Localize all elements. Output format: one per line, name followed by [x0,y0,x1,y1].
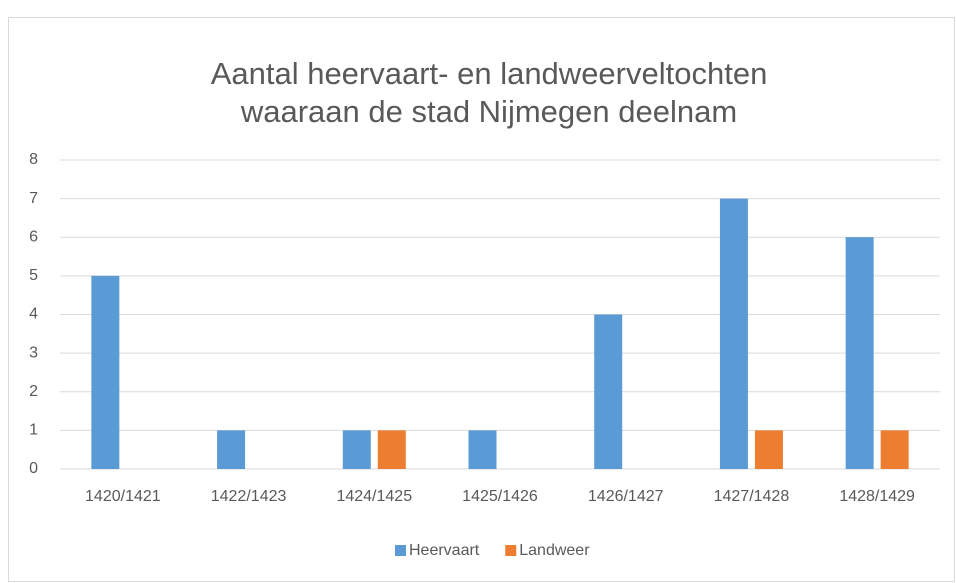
chart-border [8,17,955,582]
x-tick-label: 1428/1429 [839,488,915,505]
bar [754,430,783,469]
legend-swatch [395,545,406,556]
bar [377,430,406,469]
bar [342,430,371,469]
bar [468,430,497,469]
bar [91,275,120,469]
chart-title: Aantal heervaart- en landweerveltochten [211,56,768,91]
x-tick-label: 1422/1423 [211,488,287,505]
y-tick-label: 8 [29,151,38,168]
bar [845,237,874,469]
y-tick-label: 6 [29,228,38,245]
y-tick-label: 1 [29,422,38,439]
bar [880,430,909,469]
y-tick-label: 5 [29,267,38,284]
bar [217,430,246,469]
x-tick-label: 1427/1428 [714,488,790,505]
y-tick-label: 4 [29,306,38,323]
x-tick-label: 1424/1425 [336,488,412,505]
bar [594,314,623,469]
y-tick-label: 3 [29,344,38,361]
x-tick-label: 1420/1421 [85,488,161,505]
chart-title: waaraan de stad Nijmegen deelnam [240,94,737,129]
y-tick-label: 2 [29,383,38,400]
y-tick-label: 0 [29,460,38,477]
x-tick-label: 1426/1427 [588,488,664,505]
legend-label: Landweer [519,542,590,559]
x-tick-label: 1425/1426 [462,488,538,505]
legend-swatch [505,545,517,556]
legend-label: Heervaart [409,542,480,559]
y-tick-label: 7 [29,190,38,207]
bar [719,198,748,469]
